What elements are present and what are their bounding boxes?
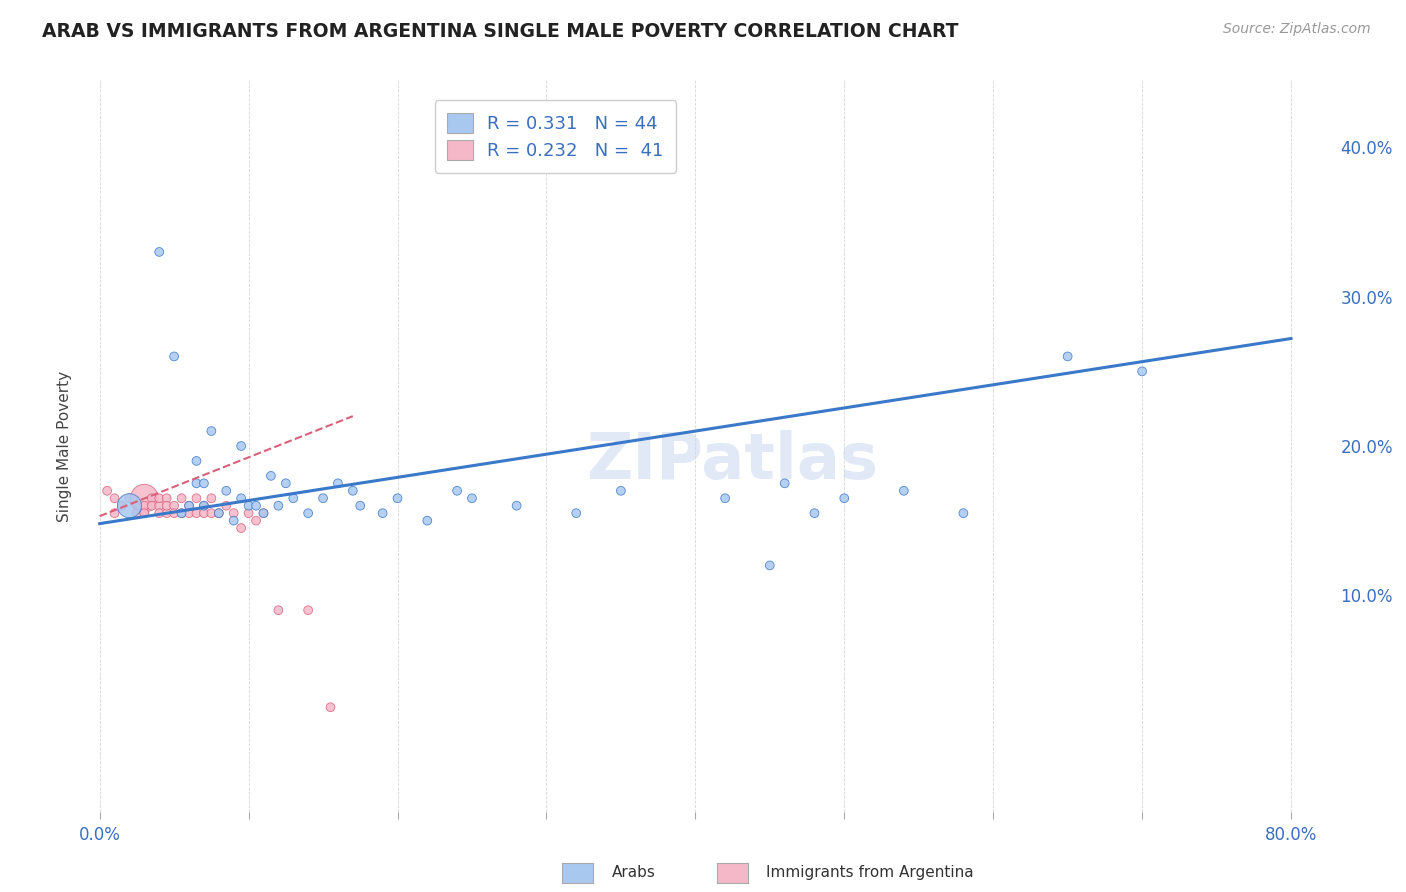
Point	[103, 506, 125, 520]
Point	[238, 499, 260, 513]
Point	[193, 499, 215, 513]
Point	[200, 506, 222, 520]
Point	[803, 506, 825, 520]
Point	[252, 506, 274, 520]
Point	[245, 499, 267, 513]
Point	[170, 506, 193, 520]
Point	[193, 476, 215, 491]
Point	[186, 491, 208, 506]
Point	[163, 506, 186, 520]
Point	[134, 506, 156, 520]
Point	[156, 491, 179, 506]
Point	[156, 506, 179, 520]
Point	[326, 476, 349, 491]
Point	[186, 454, 208, 468]
Point	[208, 506, 231, 520]
Point	[416, 514, 439, 528]
Point	[446, 483, 468, 498]
Point	[163, 499, 186, 513]
Point	[96, 483, 118, 498]
Point	[565, 506, 588, 520]
Point	[215, 499, 238, 513]
Point	[200, 424, 222, 438]
Point	[177, 499, 200, 513]
Point	[125, 506, 148, 520]
Text: Source: ZipAtlas.com: Source: ZipAtlas.com	[1223, 22, 1371, 37]
Point	[312, 491, 335, 506]
Point	[274, 476, 297, 491]
Point	[252, 506, 274, 520]
Point	[387, 491, 409, 506]
Point	[215, 483, 238, 498]
Point	[141, 499, 163, 513]
Point	[297, 603, 319, 617]
Point	[297, 506, 319, 520]
Point	[186, 476, 208, 491]
Point	[134, 506, 156, 520]
Point	[111, 499, 134, 513]
Point	[148, 244, 170, 259]
Point	[714, 491, 737, 506]
Point	[610, 483, 633, 498]
Point	[319, 700, 342, 714]
Point	[267, 603, 290, 617]
Point	[505, 499, 527, 513]
Point	[177, 506, 200, 520]
Text: ZIPatlas: ZIPatlas	[586, 430, 877, 491]
Point	[163, 350, 186, 364]
Text: Immigrants from Argentina: Immigrants from Argentina	[766, 865, 974, 880]
Point	[461, 491, 484, 506]
Point	[222, 514, 245, 528]
Legend: R = 0.331   N = 44, R = 0.232   N =  41: R = 0.331 N = 44, R = 0.232 N = 41	[434, 100, 676, 172]
Point	[238, 506, 260, 520]
Point	[773, 476, 796, 491]
Point	[342, 483, 364, 498]
Point	[1130, 364, 1153, 378]
Point	[177, 499, 200, 513]
Point	[952, 506, 974, 520]
Point	[134, 499, 156, 513]
Point	[231, 439, 253, 453]
Point	[170, 491, 193, 506]
Text: ARAB VS IMMIGRANTS FROM ARGENTINA SINGLE MALE POVERTY CORRELATION CHART: ARAB VS IMMIGRANTS FROM ARGENTINA SINGLE…	[42, 22, 959, 41]
Y-axis label: Single Male Poverty: Single Male Poverty	[56, 370, 72, 522]
Point	[893, 483, 915, 498]
Point	[260, 468, 283, 483]
Point	[148, 491, 170, 506]
Point	[148, 499, 170, 513]
Text: Arabs: Arabs	[612, 865, 655, 880]
Point	[231, 491, 253, 506]
Point	[148, 506, 170, 520]
Point	[371, 506, 394, 520]
Point	[156, 499, 179, 513]
Point	[1056, 350, 1078, 364]
Point	[141, 491, 163, 506]
Point	[832, 491, 855, 506]
Point	[193, 506, 215, 520]
Point	[231, 521, 253, 535]
Point	[759, 558, 782, 573]
Point	[200, 491, 222, 506]
Point	[193, 499, 215, 513]
Point	[208, 506, 231, 520]
Point	[283, 491, 305, 506]
Point	[118, 499, 141, 513]
Point	[186, 506, 208, 520]
Point	[118, 491, 141, 506]
Point	[267, 499, 290, 513]
Point	[170, 506, 193, 520]
Point	[125, 499, 148, 513]
Point	[103, 491, 125, 506]
Point	[222, 506, 245, 520]
Point	[349, 499, 371, 513]
Point	[134, 491, 156, 506]
Point	[245, 514, 267, 528]
